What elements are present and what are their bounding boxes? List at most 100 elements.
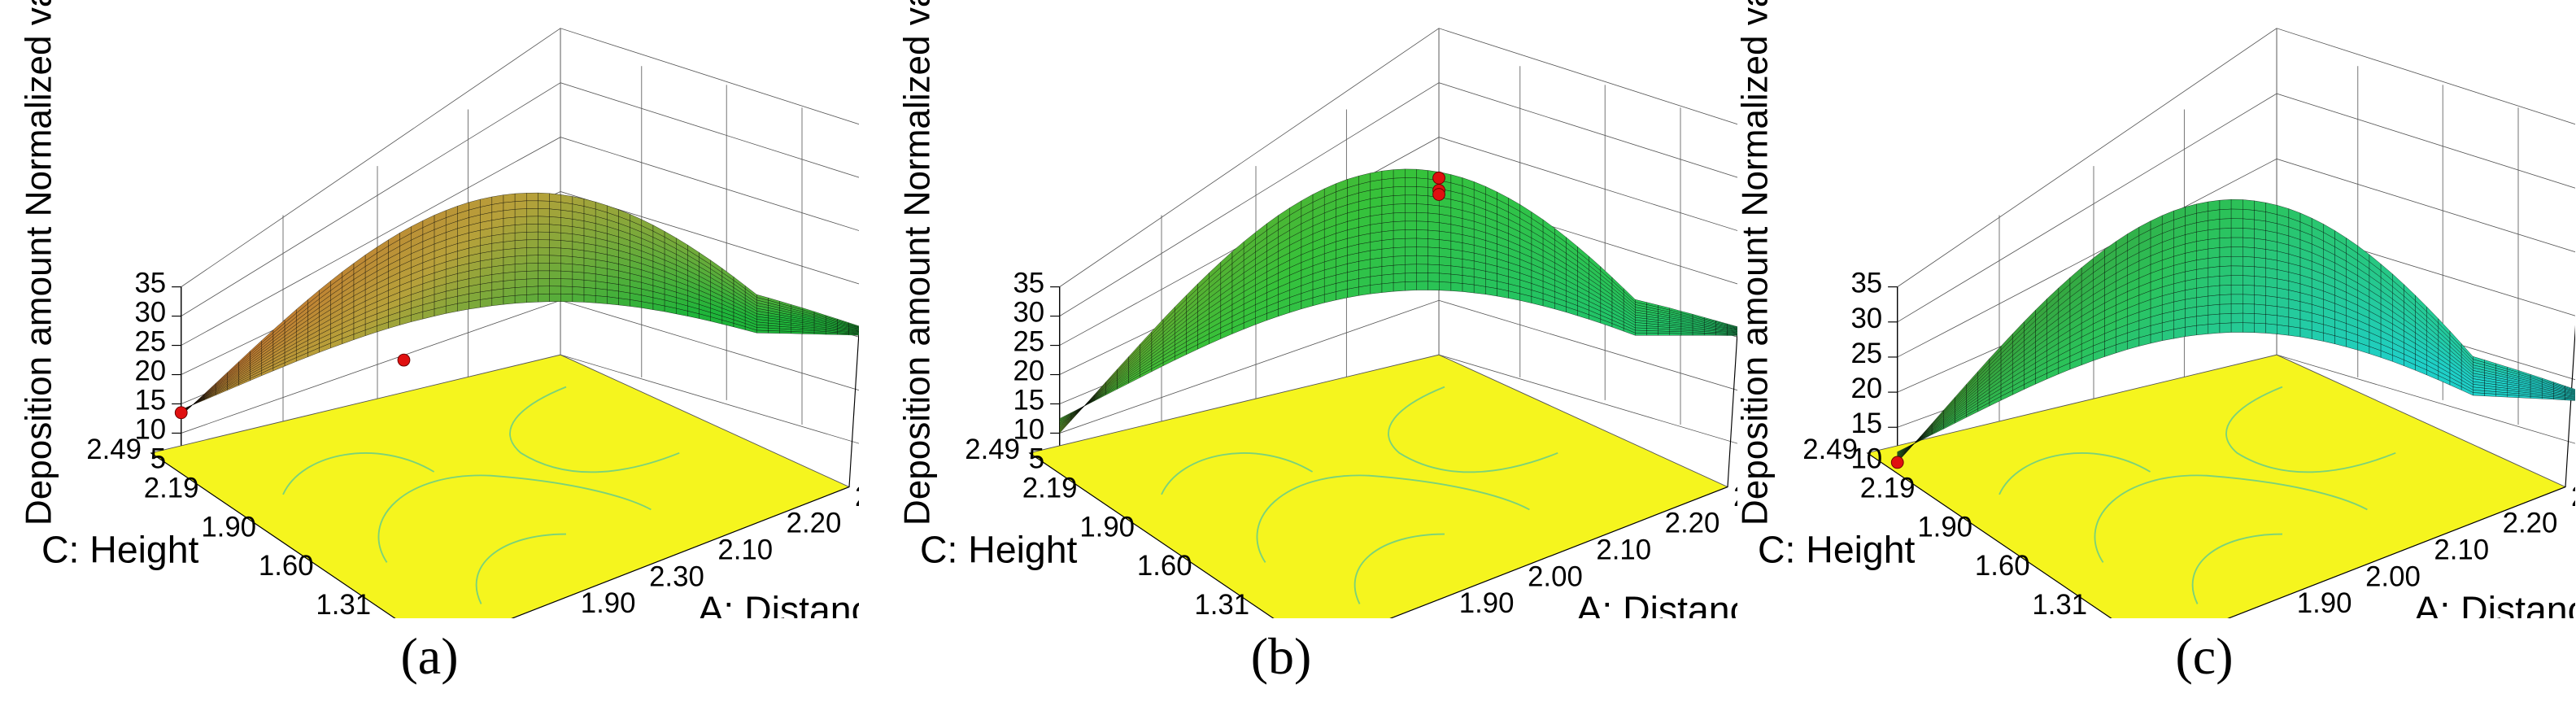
surface-cell	[1405, 255, 1417, 265]
surface-cell	[1416, 281, 1428, 290]
surface-cell	[848, 328, 859, 331]
surface-cell	[514, 263, 527, 273]
surface-cell	[526, 192, 538, 202]
wall-gridline	[1897, 93, 2575, 323]
wall-gridline	[1059, 137, 1737, 346]
surface-cell	[514, 200, 527, 210]
surface-cell	[2196, 286, 2208, 299]
contour-line	[2225, 386, 2396, 473]
surface-cell	[1727, 332, 1737, 334]
surface-cell	[549, 263, 561, 272]
z-tick-label: 20	[1850, 373, 1882, 404]
surface-cell	[813, 332, 826, 335]
z-tick-label: 30	[1013, 297, 1044, 329]
surface-cell	[538, 263, 550, 272]
surface-cell	[1393, 246, 1406, 257]
surface-cell	[2254, 285, 2266, 296]
x-tick-label: 2.10	[2434, 534, 2489, 565]
x-tick-label: 1.80	[2228, 614, 2283, 618]
surface-cell	[1427, 264, 1440, 274]
surface-cell	[1393, 203, 1406, 214]
surface-cell	[526, 246, 538, 256]
surface-cell	[2208, 256, 2221, 268]
surface-cell	[1450, 257, 1463, 268]
surface-cell	[2230, 303, 2243, 314]
surface-cell	[1393, 229, 1406, 240]
y-axis-line	[1029, 452, 1275, 618]
surface-cell	[1405, 229, 1417, 239]
panel-label-b: (b)	[1250, 627, 1312, 685]
surface-cell	[2565, 394, 2575, 397]
surface-cell	[1427, 212, 1440, 223]
surface-cell	[2265, 268, 2277, 280]
y-tick-label: 2.19	[144, 473, 199, 504]
y-tick-label: 1.31	[316, 589, 371, 618]
surface-cell	[514, 232, 527, 241]
surface-cell	[1416, 273, 1428, 282]
surface-cell	[1439, 256, 1452, 267]
surface-cell	[2243, 246, 2255, 258]
surface-cell	[1416, 177, 1428, 188]
surface-cell	[549, 201, 561, 211]
z-tick-label: 25	[134, 326, 166, 358]
surface-cell	[549, 247, 561, 256]
surface-cell	[1727, 327, 1737, 330]
surface-cell	[1727, 328, 1737, 331]
surface-cell	[1450, 249, 1463, 260]
surface-cell	[2230, 218, 2243, 229]
contour-line	[1353, 533, 1445, 604]
surface-cell	[1462, 267, 1475, 277]
surface-cell	[2277, 325, 2290, 336]
y-axis-title: C: Height	[1758, 528, 1915, 570]
surface-cell	[560, 240, 573, 250]
surface-cell	[1727, 325, 1737, 329]
wall-gridline	[1059, 299, 1737, 434]
surface-cell	[526, 216, 538, 225]
surface-cell	[1416, 264, 1428, 273]
surface-cell	[2265, 323, 2277, 334]
surface-cell	[1070, 407, 1083, 414]
surface-cell	[2254, 323, 2266, 334]
z-axis-line-right	[848, 325, 859, 487]
surface-cell	[1416, 246, 1428, 256]
surface-cell	[2265, 314, 2277, 325]
y-tick-label: 1.90	[1079, 511, 1135, 543]
surface-cell	[1393, 186, 1406, 196]
surface-cell	[538, 200, 550, 210]
design-point	[1890, 456, 1904, 469]
y-axis-title: C: Height	[41, 528, 198, 570]
surface-cell	[514, 247, 527, 257]
x-tick-label: 1.80	[1390, 614, 1445, 618]
surface-cell	[1381, 178, 1394, 189]
contour-line	[475, 533, 567, 604]
surface-cell	[2219, 265, 2232, 277]
z-axis-line-right	[1727, 325, 1737, 487]
surface-cell	[1381, 230, 1394, 241]
surface-cell	[572, 264, 585, 273]
surface-chart-c: 1015202530351.011.311.601.902.192.491.70…	[1736, 0, 2575, 618]
surface-cell	[1405, 281, 1417, 291]
surface-cell	[1427, 238, 1440, 249]
surface-cell	[2243, 312, 2255, 324]
surface-cell	[1416, 212, 1428, 222]
surface-cell	[560, 217, 573, 227]
surface-cell	[1370, 249, 1383, 260]
surface-cell	[2254, 238, 2266, 250]
chart-group: 51015202530351.011.311.601.902.192.491.7…	[20, 0, 859, 618]
surface-cell	[503, 201, 516, 212]
surface-cell	[848, 323, 859, 328]
surface-cell	[583, 287, 596, 296]
z-tick-label: 10	[1013, 413, 1044, 445]
surface-cell	[2208, 294, 2221, 306]
surface-cell	[2565, 388, 2575, 393]
y-tick-label: 1.90	[1917, 511, 1972, 543]
z-axis-title: Deposition amount Normalized value	[898, 0, 938, 526]
surface-cell	[1727, 328, 1737, 332]
surface-cell	[2277, 306, 2290, 318]
surface-cell	[538, 216, 550, 225]
contour-line	[1256, 474, 1530, 563]
surface-cell	[549, 216, 561, 226]
surface-cell	[2565, 390, 2575, 395]
surface-cell	[2565, 391, 2575, 395]
x-axis-line	[1389, 486, 1728, 618]
